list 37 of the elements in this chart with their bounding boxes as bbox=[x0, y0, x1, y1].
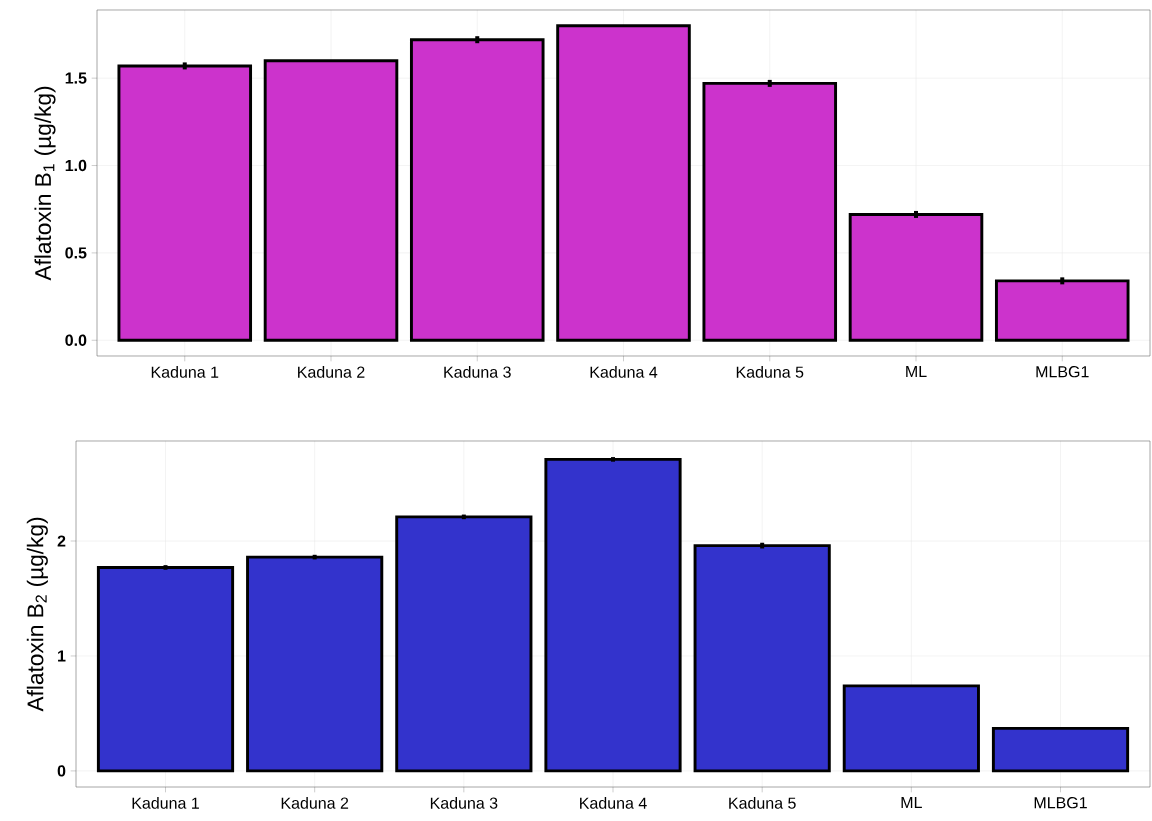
bar bbox=[246, 555, 384, 773]
y-axis-title: Aflatoxin B$_{2}$ (µg/kg) bbox=[26, 517, 48, 712]
bar bbox=[409, 38, 545, 342]
x-tick-label: MLBG1 bbox=[1034, 797, 1087, 809]
x-tick-label: Kaduna 4 bbox=[580, 797, 647, 809]
y-axis-title: Aflatoxin B$_{1}$ (µg/kg) bbox=[34, 86, 56, 281]
y-tick-label: 1.5 bbox=[65, 72, 87, 84]
bar bbox=[848, 212, 984, 342]
y-tick-label: 1 bbox=[58, 650, 66, 662]
bar bbox=[263, 59, 399, 342]
bar bbox=[994, 279, 1130, 342]
bar bbox=[544, 457, 682, 773]
y-tick-label: 2 bbox=[57, 535, 66, 547]
x-tick-label: Kaduna 1 bbox=[151, 366, 219, 378]
x-tick-label: Kaduna 3 bbox=[444, 366, 511, 378]
bar bbox=[96, 565, 235, 773]
bar bbox=[842, 684, 980, 773]
bar bbox=[693, 544, 831, 773]
x-tick-label: ML bbox=[906, 366, 927, 378]
x-tick-label: Kaduna 3 bbox=[430, 797, 498, 809]
x-tick-label: Kaduna 2 bbox=[298, 366, 365, 378]
y-tick-label: 0 bbox=[57, 765, 66, 777]
x-tick-label: Kaduna 2 bbox=[281, 797, 349, 809]
y-tick-label: 0.0 bbox=[65, 334, 87, 346]
x-tick-label: MLBG1 bbox=[1036, 366, 1089, 378]
x-tick-label: Kaduna 5 bbox=[729, 797, 796, 809]
x-tick-label: ML bbox=[901, 797, 922, 809]
x-tick-label: Kaduna 5 bbox=[736, 366, 804, 378]
y-tick-label: 1.0 bbox=[65, 159, 87, 172]
bar bbox=[702, 81, 838, 342]
bar bbox=[117, 64, 253, 342]
x-tick-label: Kaduna 4 bbox=[590, 366, 658, 378]
bar bbox=[556, 24, 691, 342]
bar bbox=[991, 726, 1130, 773]
bar bbox=[395, 515, 533, 773]
x-tick-label: Kaduna 1 bbox=[132, 797, 199, 809]
y-tick-label: 0.5 bbox=[65, 247, 87, 259]
